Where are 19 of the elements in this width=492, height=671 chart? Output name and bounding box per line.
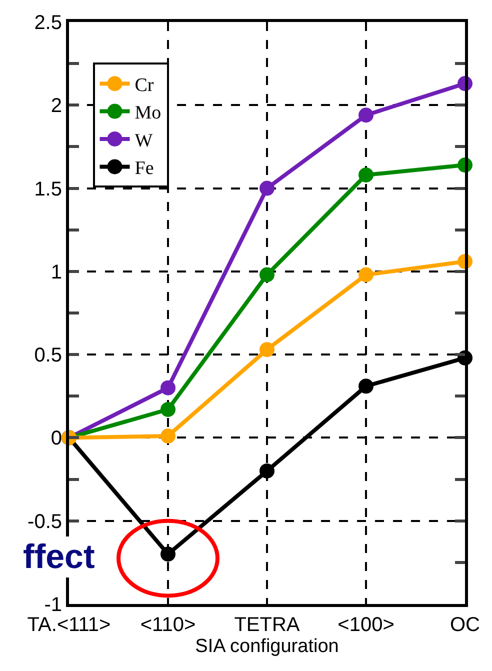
x-tick-label: OC (450, 614, 480, 636)
y-tick-label: 2 (50, 95, 62, 118)
x-axis-title: SIA configuration (195, 636, 339, 657)
y-tick-label: -0.5 (28, 510, 62, 533)
annotation: ffect (23, 538, 95, 576)
x-tick-label: TETRA (234, 614, 300, 636)
y-tick-label: -1 (44, 594, 62, 616)
x-tick-label: <100> (338, 614, 394, 636)
x-tick-label: <110> (140, 614, 196, 636)
y-tick-label: 0.5 (34, 344, 62, 367)
x-tick-label: TA.<111> (27, 614, 111, 636)
legend-label: W (134, 130, 153, 152)
legend-label: Cr (134, 75, 154, 96)
y-tick-label: 1.5 (34, 178, 62, 200)
legend-label: Mo (134, 102, 162, 124)
y-tick-label: 2.5 (34, 12, 62, 34)
legend-label: Fe (134, 158, 154, 180)
y-tick-label: 0 (50, 428, 62, 450)
y-tick-label: 1 (50, 261, 62, 284)
